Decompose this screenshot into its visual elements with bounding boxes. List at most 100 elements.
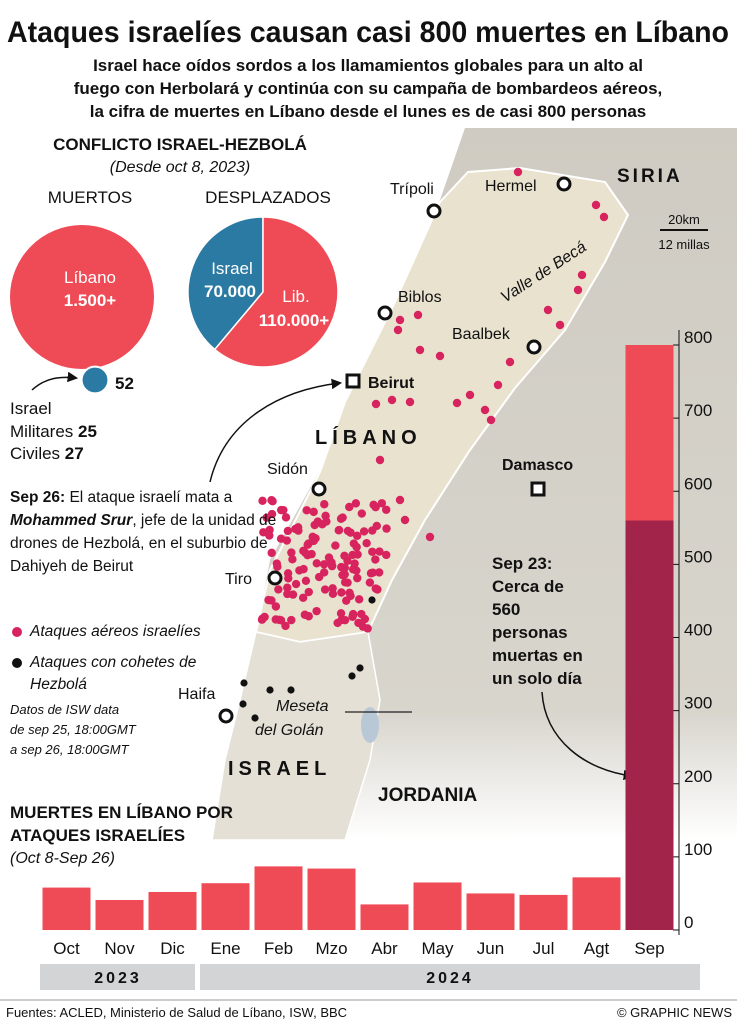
note-line: Datos de ISW data [10, 702, 120, 717]
strike-dot [387, 395, 397, 405]
strike-dot [573, 285, 583, 295]
x-tick-label: Oct [53, 939, 80, 958]
strike-dot [313, 517, 323, 526]
city-marker [377, 305, 393, 321]
strike-dot [324, 553, 334, 562]
legend-label: Ataques con cohetes de Hezbolá [30, 654, 197, 693]
city-label: Beirut [368, 375, 415, 392]
strike-dot [371, 555, 380, 564]
strike-dot [352, 566, 361, 575]
strike-dot [302, 506, 311, 515]
y-tick-label: 500 [684, 547, 712, 566]
subtitle-line: fuego con Herbolará y continúa con su ca… [74, 79, 663, 98]
y-tick-label: 300 [684, 694, 712, 713]
breakdown-label: Civiles [10, 444, 60, 463]
strike-dot [281, 513, 291, 522]
strike-dot [375, 547, 384, 556]
rocket-dot [287, 686, 295, 694]
note-line: a sep 26, 18:00GMT [10, 742, 129, 757]
strike-dot [352, 542, 361, 552]
year-band [40, 964, 195, 990]
strike-dot [337, 588, 346, 597]
x-tick-label: Dic [160, 939, 185, 958]
strike-dot [415, 345, 425, 355]
year-label: 2024 [426, 970, 474, 987]
rocket-dot [266, 686, 274, 694]
chart-subtitle: (Oct 8-Sep 26) [10, 850, 115, 867]
strike-dot [274, 585, 283, 594]
strike-dot [555, 320, 565, 330]
strike-dot [291, 579, 301, 589]
category-label: Israel [10, 399, 52, 418]
chart-title: MUERTOS [48, 188, 132, 207]
section-title: CONFLICTO ISRAEL-HEZBOLÁ [53, 135, 307, 154]
strike-dot [375, 455, 385, 465]
strike-dot [340, 578, 350, 587]
country-label: JORDANIA [378, 785, 478, 806]
strike-dot [267, 509, 277, 519]
strike-dot [362, 538, 371, 548]
strike-dot [288, 555, 297, 564]
strike-dot [260, 612, 269, 622]
strike-dots [239, 167, 609, 722]
city-marker [426, 203, 442, 219]
year-band [200, 964, 700, 990]
scale-label: 12 millas [658, 237, 710, 252]
strike-dot [333, 618, 342, 628]
city-marker [218, 708, 234, 724]
bar [625, 520, 674, 930]
y-tick-label: 100 [684, 840, 712, 859]
bar [625, 345, 674, 521]
breakdown-row: Civiles 27 [10, 444, 84, 463]
y-tick-label: 800 [684, 328, 712, 347]
strike-dot [374, 568, 384, 577]
strike-dot [319, 568, 329, 577]
strike-dot [493, 380, 503, 390]
strike-dot [281, 621, 290, 631]
value-label: 1.500+ [64, 291, 117, 310]
strike-dot [259, 528, 268, 537]
value-label: 70.000 [204, 282, 256, 301]
city-label: Sidón [267, 461, 308, 478]
strike-dot [328, 589, 338, 599]
strike-dot [368, 547, 377, 556]
strike-dot [505, 357, 515, 367]
x-tick-label: Mzo [315, 939, 347, 958]
strike-dot [279, 505, 288, 515]
country-label: SIRIA [617, 166, 683, 187]
strike-dot [283, 589, 292, 599]
strike-dot [371, 399, 381, 409]
footer-sources: Fuentes: ACLED, Ministerio de Salud de L… [6, 1005, 347, 1020]
strike-dot [272, 559, 281, 568]
strike-dot [395, 495, 405, 505]
bar [42, 887, 91, 930]
breakdown-value: 27 [65, 444, 84, 463]
slice-label: Lib. [282, 287, 309, 306]
strike-dot [304, 587, 313, 597]
strike-dot [295, 566, 304, 575]
strike-dot [599, 212, 609, 222]
strike-dot [354, 595, 364, 604]
strike-dot [336, 609, 346, 618]
strike-dot [320, 500, 329, 509]
legend-label: Ataques aéreos israelíes [30, 623, 201, 640]
capital-marker [345, 373, 361, 389]
lebanon-area [254, 166, 630, 644]
strike-dot [352, 531, 362, 541]
scale-label: 20km [668, 212, 700, 227]
strike-dot [271, 602, 281, 611]
strike-dot [369, 500, 378, 510]
strike-dot [284, 574, 293, 583]
country-label: ISRAEL [228, 758, 331, 780]
footer-credit: © GRAPHIC NEWS [617, 1005, 732, 1020]
strike-dot [301, 548, 310, 558]
strike-dot [334, 525, 344, 535]
strike-dot [320, 585, 330, 594]
strike-dot [321, 511, 330, 521]
strike-dot [365, 578, 375, 587]
strike-dot [276, 616, 286, 625]
y-tick-label: 200 [684, 767, 712, 786]
subtitle-line: la cifra de muertes en Líbano desde el l… [90, 102, 647, 121]
bar [95, 900, 144, 930]
